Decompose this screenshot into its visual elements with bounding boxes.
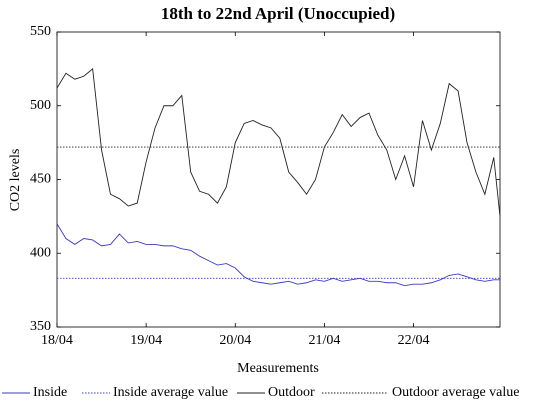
chart-title: 18th to 22nd April (Unoccupied) bbox=[161, 4, 395, 23]
y-axis-label: CO2 levels bbox=[8, 149, 23, 212]
series-line bbox=[56, 67, 501, 217]
series-line bbox=[56, 223, 500, 287]
legend-label: Outdoor average value bbox=[392, 385, 520, 400]
y-tick-label: 400 bbox=[30, 245, 51, 260]
x-tick-label: 19/04 bbox=[130, 333, 162, 348]
y-tick-label: 550 bbox=[30, 24, 51, 39]
legend-label: Inside average value bbox=[113, 385, 228, 400]
y-tick-label: 500 bbox=[30, 98, 51, 113]
legend-label: Inside bbox=[33, 385, 67, 400]
x-tick-label: 18/04 bbox=[41, 333, 73, 348]
x-tick-label: 20/04 bbox=[219, 333, 251, 348]
y-tick-label: 450 bbox=[30, 172, 51, 187]
x-tick-label: 22/04 bbox=[398, 333, 430, 348]
y-tick-label: 350 bbox=[30, 319, 51, 334]
x-axis-label: Measurements bbox=[237, 361, 319, 376]
x-tick-label: 21/04 bbox=[308, 333, 340, 348]
legend-label: Outdoor bbox=[268, 385, 315, 400]
